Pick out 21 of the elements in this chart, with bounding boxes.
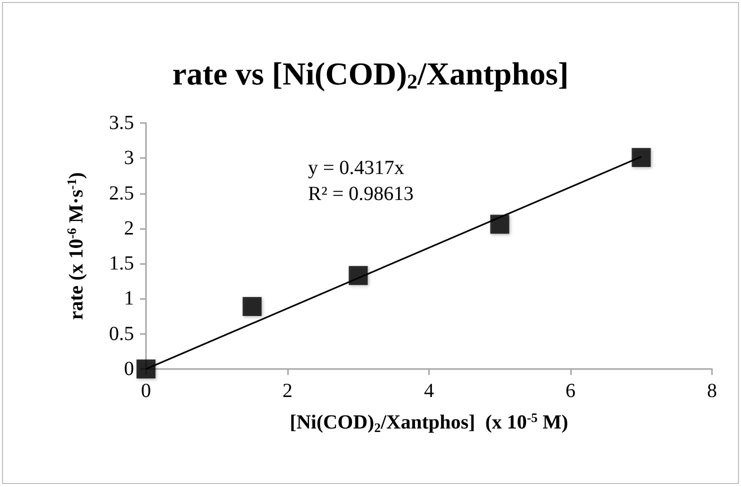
point: [632, 148, 651, 167]
y-tick-label: 0: [124, 358, 134, 380]
x-tick-label: 8: [707, 380, 717, 402]
y-tick-label: 3.5: [109, 112, 134, 134]
y-tick-label: 1: [124, 288, 134, 310]
x-tick-label: 4: [424, 380, 434, 402]
annotation: R² = 0.98613: [308, 183, 414, 205]
y-tick-label: 0.5: [109, 322, 134, 345]
x-tick-label: 6: [566, 380, 576, 402]
y-tick-label: 2.5: [109, 182, 134, 204]
y-tick-label: 1.5: [109, 252, 134, 275]
x-tick-label: 2: [282, 380, 292, 402]
y-axis-title: rate (x 10-6 M·s-1): [64, 172, 88, 320]
point: [348, 266, 368, 286]
y-tick-label: 3: [124, 147, 134, 170]
annotation: y = 0.4317x: [308, 157, 404, 179]
point: [242, 296, 262, 316]
x-tick-label: 0: [141, 380, 151, 402]
point: [136, 360, 156, 378]
y-tick-label: 2: [124, 217, 134, 240]
point: [490, 214, 510, 234]
